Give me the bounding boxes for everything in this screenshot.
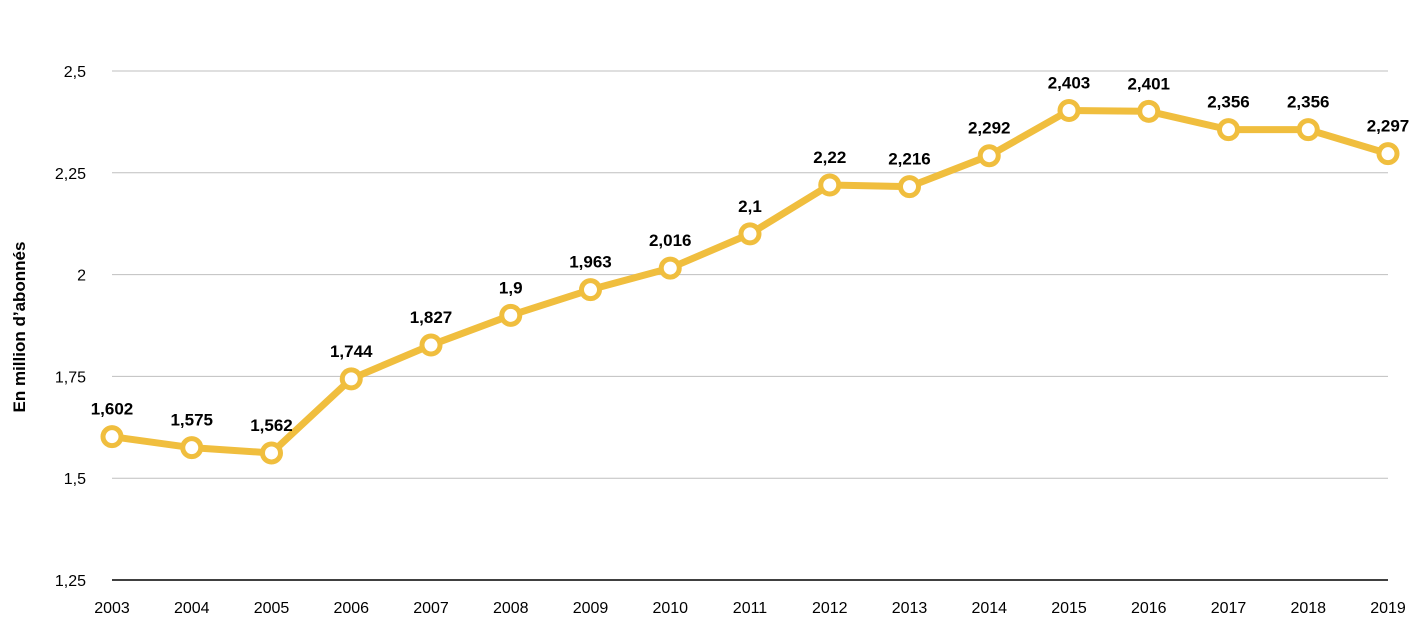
data-label: 1,602 — [91, 400, 134, 419]
series-line — [108, 106, 1392, 457]
data-label: 1,575 — [170, 411, 213, 430]
data-point-marker — [100, 425, 124, 449]
data-label: 2,297 — [1367, 117, 1410, 136]
data-point-marker — [419, 333, 443, 357]
data-label: 2,016 — [649, 231, 692, 250]
data-label: 2,292 — [968, 119, 1011, 138]
data-label: 1,9 — [499, 278, 523, 297]
data-point-marker — [1137, 99, 1161, 123]
x-tick-label: 2009 — [573, 600, 609, 617]
data-label: 1,963 — [569, 253, 612, 272]
y-axis-ticks: 1,25 1,5 1,75 2 2,25 2,5 — [55, 64, 86, 590]
data-point-marker — [738, 222, 762, 246]
x-tick-label: 2014 — [971, 600, 1007, 617]
x-tick-label: 2011 — [733, 600, 768, 617]
data-point-marker — [658, 256, 682, 280]
x-tick-label: 2018 — [1290, 600, 1326, 617]
data-point-marker — [579, 278, 602, 302]
x-tick-label: 2004 — [174, 600, 210, 617]
data-label: 2,401 — [1127, 74, 1170, 93]
data-label: 2,216 — [888, 150, 931, 169]
data-label: 2,356 — [1207, 93, 1250, 112]
data-label: 2,356 — [1287, 93, 1330, 112]
y-tick-label: 2 — [77, 268, 86, 285]
y-tick-label: 2,5 — [64, 64, 86, 81]
gridlines — [112, 70, 1388, 581]
data-label: 1,562 — [250, 416, 293, 435]
x-tick-label: 2005 — [254, 600, 290, 617]
y-tick-label: 1,25 — [55, 573, 86, 590]
data-label: 1,744 — [330, 342, 373, 361]
data-point-marker — [1296, 118, 1320, 142]
data-label: 1,827 — [410, 308, 453, 327]
data-labels: 1,602 1,575 1,562 1,744 1,827 1,9 1,963 2,016 2,… — [91, 73, 1410, 434]
x-tick-label: 2008 — [493, 600, 529, 617]
x-tick-label: 2019 — [1370, 600, 1406, 617]
data-point-marker — [499, 303, 523, 327]
x-tick-label: 2015 — [1051, 600, 1087, 617]
x-tick-label: 2003 — [94, 600, 130, 617]
data-label: 2,403 — [1048, 73, 1091, 92]
data-point-marker — [977, 144, 1001, 168]
x-tick-label: 2013 — [892, 600, 928, 617]
y-tick-label: 1,75 — [55, 369, 86, 386]
y-tick-label: 2,25 — [55, 166, 86, 183]
x-axis-ticks: 2003 2004 2005 2006 2007 2008 2009 2010 2011 2012… — [94, 600, 1406, 617]
data-point-marker — [1376, 142, 1400, 166]
x-tick-label: 2012 — [812, 600, 848, 617]
data-point-marker — [1057, 98, 1081, 122]
series-line-group — [100, 98, 1400, 465]
y-tick-label: 1,5 — [64, 471, 86, 488]
data-point-marker — [339, 367, 363, 391]
data-point-marker — [180, 436, 204, 460]
data-point-marker — [818, 173, 842, 197]
data-point-marker — [1217, 118, 1240, 142]
x-tick-label: 2007 — [413, 600, 449, 617]
data-label: 2,22 — [813, 148, 846, 167]
data-point-marker — [898, 175, 921, 199]
x-tick-label: 2006 — [333, 600, 369, 617]
x-tick-label: 2016 — [1131, 600, 1167, 617]
x-tick-label: 2017 — [1211, 600, 1247, 617]
data-label: 2,1 — [738, 197, 762, 216]
x-tick-label: 2010 — [652, 600, 688, 617]
data-point-marker — [260, 441, 283, 465]
